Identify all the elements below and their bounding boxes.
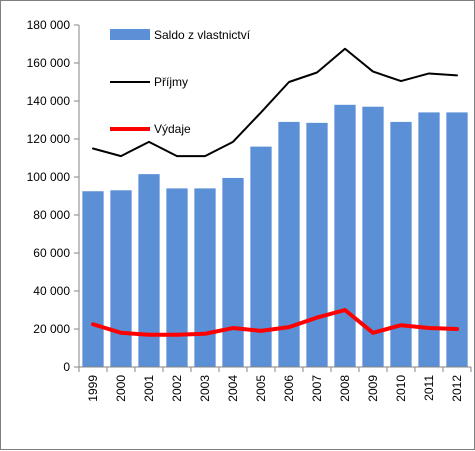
legend-label: Saldo z vlastnictví [154, 28, 251, 42]
y-tick-label: 0 [63, 360, 70, 374]
y-tick-label: 160 000 [27, 56, 71, 70]
y-tick-label: 40 000 [33, 284, 70, 298]
y-tick-label: 20 000 [33, 322, 70, 336]
legend: Saldo z vlastnictví Příjmy Výdaje [110, 28, 251, 136]
bar [110, 190, 132, 367]
x-tick-label: 2012 [450, 375, 464, 402]
x-tick-label: 2010 [394, 375, 408, 402]
bar [138, 174, 160, 367]
y-axis: 0 20 000 40 000 60 000 80 000 100 000 120 000 1… [27, 18, 80, 374]
legend-label: Příjmy [154, 75, 188, 89]
y-tick-label: 100 000 [27, 170, 71, 184]
bar [250, 146, 272, 367]
x-tick-label: 2009 [366, 375, 380, 402]
bar-series [82, 104, 468, 368]
x-tick-label: 2011 [422, 375, 436, 401]
x-tick-label: 2002 [170, 375, 184, 402]
bar [390, 121, 412, 368]
legend-swatch [110, 29, 150, 40]
line-series [91, 47, 459, 337]
bar [334, 104, 356, 368]
x-tick-label: 2005 [254, 375, 268, 402]
bar [166, 188, 188, 367]
bar [222, 177, 244, 367]
bar [194, 188, 216, 367]
legend-label: Výdaje [154, 122, 191, 136]
x-tick-label: 1999 [86, 375, 100, 402]
y-tick-label: 140 000 [27, 94, 71, 108]
bar [362, 106, 384, 367]
x-axis: 1999 2000 2001 2002 2003 2004 2005 2006 2007 2008… [78, 366, 472, 402]
y-tick-label: 80 000 [33, 208, 70, 222]
y-tick-label: 180 000 [27, 18, 71, 32]
y-tick-label: 60 000 [33, 246, 70, 260]
x-tick-label: 2003 [198, 375, 212, 402]
bar [446, 112, 468, 368]
x-tick-label: 2008 [338, 375, 352, 402]
y-tick-label: 120 000 [27, 132, 71, 146]
bar [306, 122, 328, 367]
x-tick-label: 2000 [114, 375, 128, 402]
x-tick-label: 2006 [282, 375, 296, 402]
x-tick-label: 2004 [226, 375, 240, 402]
series-line [92, 47, 458, 158]
series-line [91, 308, 459, 337]
bar [82, 191, 104, 367]
bar [418, 112, 440, 368]
x-tick-label: 2007 [310, 375, 324, 402]
x-tick-label: 2001 [142, 375, 156, 402]
bar [278, 121, 300, 368]
